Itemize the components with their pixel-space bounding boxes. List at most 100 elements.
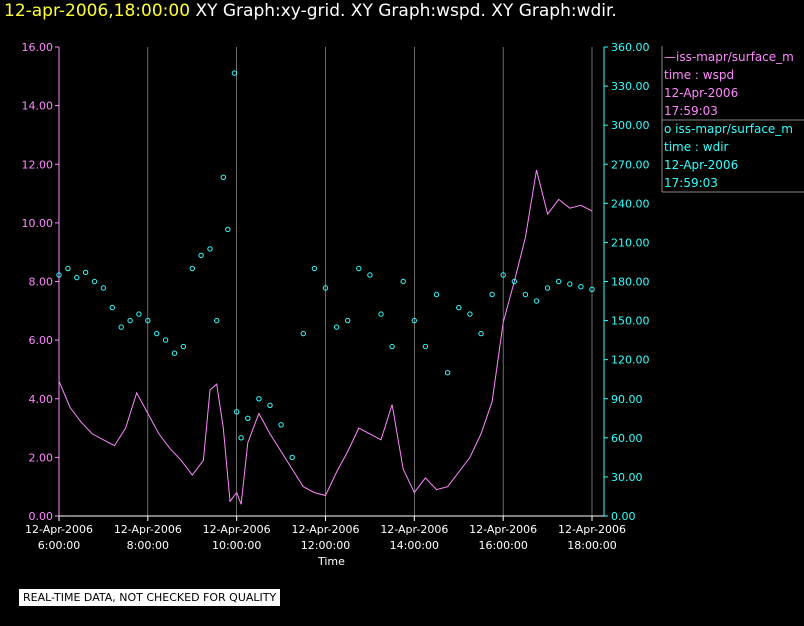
right-tick-label: 60.00 <box>611 432 643 445</box>
wspd-line <box>58 169 593 505</box>
x-tick-date: 12-Apr-2006 <box>25 523 93 536</box>
wdir-point <box>500 272 506 278</box>
wdir-series <box>56 70 595 461</box>
wdir-point <box>256 396 262 402</box>
wdir-point <box>400 278 406 285</box>
wdir-point <box>567 281 573 287</box>
legend-wspd-date: 12-Apr-2006 <box>664 86 739 100</box>
wdir-point <box>207 246 213 252</box>
left-axis-ticks: 0.00 2.00 4.00 6.00 8.00 10.00 12.00 14.00 16.00 <box>22 41 59 523</box>
wdir-point <box>245 415 251 421</box>
right-axis-ticks: 0.00 30.00 60.00 90.00 120.00 150.00 180.00 210… <box>604 41 650 523</box>
title-graphs: XY Graph:xy-grid. XY Graph:wspd. XY Grap… <box>195 1 617 21</box>
x-tick-time: 14:00:00 <box>390 539 439 552</box>
x-tick-time: 12:00:00 <box>301 539 350 552</box>
wdir-point <box>220 174 227 181</box>
x-tick-date: 12-Apr-2006 <box>380 523 448 536</box>
x-tick-time: 16:00:00 <box>478 539 527 552</box>
wdir-point <box>533 298 540 304</box>
wdir-point <box>91 278 98 285</box>
wdir-point <box>109 304 116 311</box>
left-tick-label: 8.00 <box>29 276 54 289</box>
right-tick-label: 240.00 <box>611 197 650 210</box>
wdir-point <box>225 226 231 233</box>
wdir-point <box>289 454 295 461</box>
wdir-point <box>56 272 62 278</box>
wdir-point <box>356 265 362 272</box>
wdir-point <box>433 291 440 298</box>
wdir-point <box>345 317 351 324</box>
wdir-point <box>278 422 284 428</box>
legend-wspd: —iss-mapr/surface_m time : wspd 12-Apr-2… <box>664 48 794 120</box>
right-tick-label: 300.00 <box>611 119 650 132</box>
grid-lines <box>147 47 593 516</box>
wdir-point <box>311 265 318 272</box>
right-tick-label: 270.00 <box>611 158 650 171</box>
legend-wdir-name: o iss-mapr/surface_m <box>664 122 793 136</box>
right-tick-label: 210.00 <box>611 236 650 249</box>
wdir-point <box>127 317 133 324</box>
wspd-series <box>58 169 593 505</box>
x-tick-time: 6:00:00 <box>38 539 80 552</box>
wdir-point <box>145 317 151 324</box>
wdir-point <box>367 272 373 278</box>
wdir-point <box>214 317 220 324</box>
legend-wspd-time: 17:59:03 <box>664 104 718 118</box>
left-tick-label: 10.00 <box>22 217 54 230</box>
wdir-point <box>511 278 517 285</box>
x-tick-time: 18:00:00 <box>567 539 616 552</box>
wdir-point <box>444 370 451 376</box>
wdir-point <box>74 274 80 281</box>
x-tick-date: 12-Apr-2006 <box>114 523 182 536</box>
wdir-point <box>378 311 384 317</box>
left-tick-label: 12.00 <box>22 158 54 171</box>
wdir-point <box>198 252 204 259</box>
x-axis-label: Time <box>318 555 345 568</box>
right-tick-label: 120.00 <box>611 354 650 367</box>
left-tick-label: 16.00 <box>22 41 54 54</box>
legend-wdir-date: 12-Apr-2006 <box>664 158 739 172</box>
legend-wdir: o iss-mapr/surface_m time : wdir 12-Apr-… <box>664 120 793 192</box>
right-tick-label: 30.00 <box>611 471 643 484</box>
wdir-point <box>65 265 71 272</box>
legend-wdir-var: time : wdir <box>664 140 729 154</box>
left-tick-label: 2.00 <box>29 451 54 464</box>
wdir-point <box>180 343 187 350</box>
axes <box>58 47 605 517</box>
right-tick-label: 90.00 <box>611 393 643 406</box>
wdir-point <box>136 311 142 317</box>
legend-wspd-var: time : wspd <box>664 68 735 82</box>
left-tick-label: 4.00 <box>29 393 54 406</box>
wdir-point <box>389 343 395 350</box>
x-tick-date: 12-Apr-2006 <box>203 523 271 536</box>
wdir-point <box>238 435 244 441</box>
wdir-point <box>231 70 238 76</box>
x-tick-date: 12-Apr-2006 <box>558 523 626 536</box>
x-tick-time: 8:00:00 <box>127 539 169 552</box>
legend-wdir-time: 17:59:03 <box>664 176 718 190</box>
right-tick-label: 0.00 <box>611 510 636 523</box>
wdir-point <box>189 265 196 272</box>
wdir-point <box>300 330 306 337</box>
x-axis-ticks: 12-Apr-2006 6:00:00 12-Apr-2006 8:00:00 12-A… <box>25 516 626 552</box>
wdir-point <box>333 324 340 330</box>
wdir-point <box>322 285 329 291</box>
wdir-point <box>478 330 484 337</box>
x-tick-date: 12-Apr-2006 <box>469 523 537 536</box>
wdir-point <box>522 291 529 298</box>
wdir-point <box>234 409 240 415</box>
legend-wspd-name: —iss-mapr/surface_m <box>664 50 794 64</box>
right-tick-label: 360.00 <box>611 41 650 54</box>
x-tick-date: 12-Apr-2006 <box>291 523 359 536</box>
wdir-point <box>578 284 584 290</box>
left-tick-label: 6.00 <box>29 334 54 347</box>
wdir-point <box>267 402 273 408</box>
title-timestamp: 12-apr-2006,18:00:00 <box>4 1 191 21</box>
x-tick-time: 10:00:00 <box>212 539 261 552</box>
left-tick-label: 0.00 <box>29 510 54 523</box>
wdir-point <box>171 350 178 356</box>
wdir-point <box>100 285 107 291</box>
left-tick-label: 14.00 <box>22 100 54 113</box>
right-tick-label: 180.00 <box>611 276 650 289</box>
chart-title: 12-apr-2006,18:00:00 XY Graph:xy-grid. X… <box>4 1 617 21</box>
